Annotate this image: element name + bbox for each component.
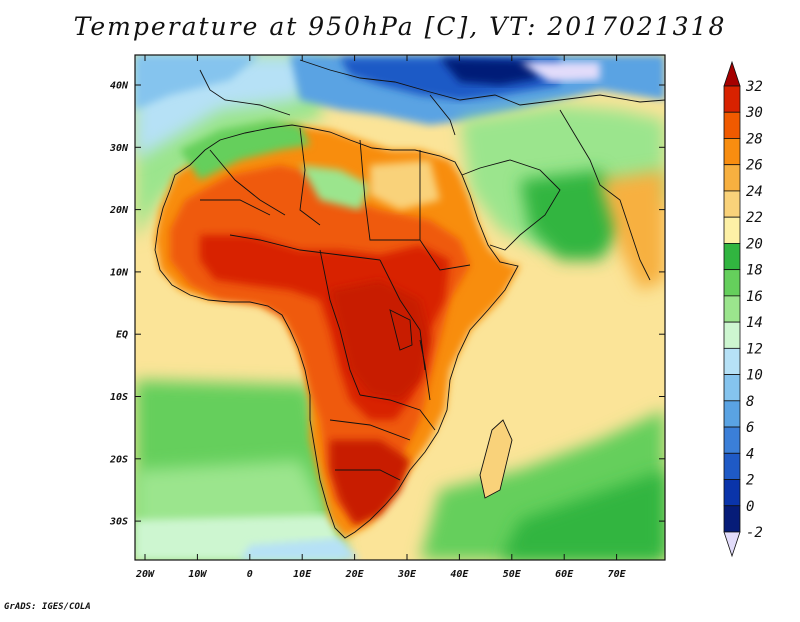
colorbar-segment [723, 321, 741, 349]
colorbar-label: 28 [746, 131, 763, 147]
lon-label: 10W [188, 569, 207, 580]
colorbar-bottom-arrow [723, 531, 741, 558]
credit-label: GrADS: IGES/COLA [4, 602, 91, 612]
colorbar-label: 32 [745, 79, 763, 95]
lat-label: 30S [109, 517, 128, 528]
colorbar-label: 10 [746, 368, 763, 384]
colorbar-segment [723, 111, 741, 139]
lon-label: 40E [450, 569, 469, 580]
colorbar-label: 8 [746, 394, 754, 410]
latitude-axis: 40N 30N 20N 10N EQ 10S 20S 30S [109, 81, 665, 528]
lat-label: 10S [110, 392, 128, 403]
colorbar-segment [723, 505, 741, 533]
lon-label: 30E [397, 569, 417, 580]
colorbar-label: -2 [746, 525, 763, 541]
lat-label: 40N [110, 81, 129, 92]
colorbar-label: 12 [746, 341, 763, 357]
colorbar-segment [723, 295, 741, 323]
lat-label: 20N [109, 205, 129, 216]
colorbar-segment [723, 374, 741, 402]
temperature-field [135, 55, 665, 560]
colorbar-segment [723, 138, 741, 166]
colorbar-segment [723, 164, 741, 192]
lat-label: 20S [109, 454, 128, 465]
lon-label: 20E [345, 569, 365, 580]
colorbar-segment [723, 347, 741, 375]
colorbar-label: 16 [746, 289, 763, 305]
colorbar-segment [723, 269, 741, 297]
colorbar-label: 20 [746, 236, 763, 252]
lon-label: 0 [247, 569, 253, 580]
lon-label: 20W [135, 569, 155, 580]
colorbar-segment [723, 426, 741, 454]
colorbar-top-arrow [723, 60, 741, 87]
colorbar-label: 24 [746, 184, 763, 200]
lon-label: 10E [293, 569, 312, 580]
coastlines [154, 59, 665, 539]
lat-label: EQ [116, 330, 128, 341]
colorbar-label: 6 [746, 420, 754, 436]
lon-label: 60E [555, 569, 574, 580]
colorbar-segment [723, 400, 741, 428]
colorbar-segment [723, 216, 741, 244]
colorbar-label: 18 [746, 263, 763, 279]
colorbar-segment [723, 243, 741, 271]
colorbar-segment [723, 85, 741, 113]
colorbar-segment [723, 479, 741, 507]
colorbar-label: 22 [746, 210, 763, 226]
colorbar-label: 26 [746, 158, 763, 174]
colorbar-label: 0 [746, 499, 754, 515]
map-title: Temperature at 950hPa [C], VT: 201702131… [73, 12, 727, 41]
lon-label: 50E [503, 569, 522, 580]
longitude-axis: 20W 10W 0 10E 20E 30E 40E 50E 60E 70E [135, 55, 627, 580]
europe-cold-field [440, 58, 540, 85]
colorbar-label: 2 [746, 473, 754, 489]
colorbar-segment [723, 190, 741, 218]
lat-label: 10N [110, 267, 129, 278]
lat-label: 30N [109, 143, 129, 154]
colorbar-segment [723, 452, 741, 480]
lon-label: 70E [608, 569, 627, 580]
colorbar-label: 30 [745, 105, 763, 121]
map-frame [134, 54, 666, 561]
colorbar-label: 14 [746, 315, 763, 331]
colorbar-label: 4 [746, 446, 754, 462]
india-warm-field [600, 170, 665, 290]
